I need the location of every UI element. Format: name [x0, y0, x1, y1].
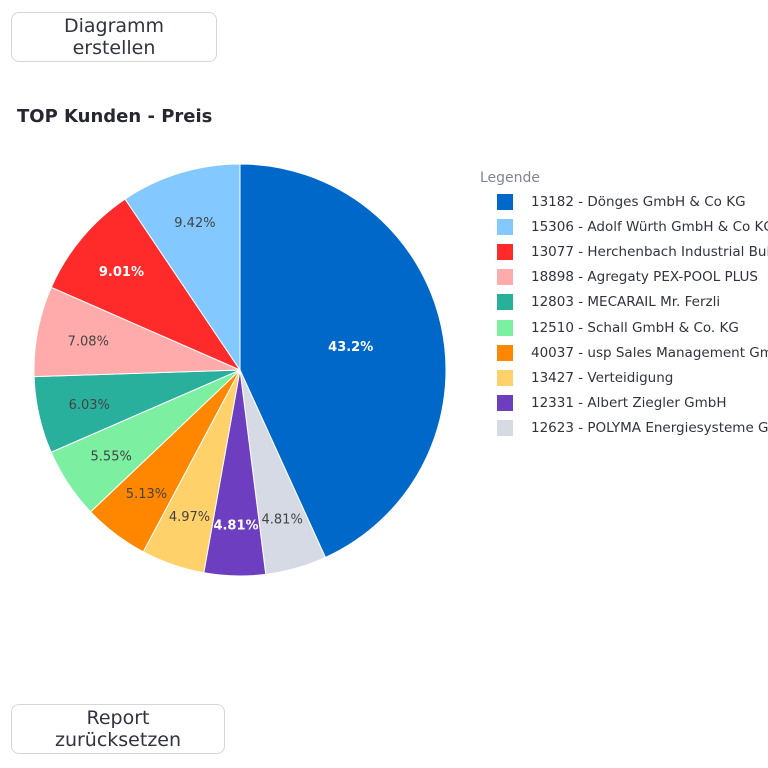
- legend-item[interactable]: 12803 - MECARAIL Mr. Ferzli: [480, 290, 768, 315]
- legend-swatch: [497, 294, 513, 311]
- legend-item[interactable]: 13077 - Herchenbach Industrial Buil: [480, 239, 768, 264]
- slice-label: 9.01%: [99, 265, 144, 280]
- legend-swatch: [497, 193, 513, 210]
- slice-label: 43.2%: [328, 340, 373, 355]
- legend-item[interactable]: 12623 - POLYMA Energiesysteme Gm: [480, 416, 768, 441]
- legend-label: 13182 - Dönges GmbH & Co KG: [531, 193, 746, 210]
- slice-label: 5.13%: [126, 487, 167, 502]
- slice-label: 4.81%: [262, 513, 303, 528]
- legend-item[interactable]: 15306 - Adolf Würth GmbH & Co KG: [480, 214, 768, 239]
- pie-slice[interactable]: [239, 163, 447, 559]
- legend-item[interactable]: 13182 - Dönges GmbH & Co KG: [480, 189, 768, 214]
- slice-label: 7.08%: [68, 335, 109, 350]
- slice-label: 6.03%: [69, 398, 110, 413]
- legend-label: 12510 - Schall GmbH & Co. KG: [531, 319, 739, 336]
- legend-swatch: [497, 395, 513, 412]
- pie-slice[interactable]: [50, 198, 242, 372]
- legend-label: 13077 - Herchenbach Industrial Buil: [531, 243, 768, 260]
- legend-swatch: [497, 269, 513, 286]
- pie-chart: 43.2%4.81%4.81%4.97%5.13%5.55%6.03%7.08%…: [33, 163, 447, 577]
- slice-label: 4.97%: [169, 510, 210, 525]
- legend: Legende 13182 - Dönges GmbH & Co KG 15306…: [480, 170, 768, 441]
- legend-swatch: [497, 369, 513, 386]
- legend-title: Legende: [480, 170, 541, 186]
- legend-item[interactable]: 18898 - Agregaty PEX-POOL PLUS: [480, 265, 768, 290]
- legend-label: 12803 - MECARAIL Mr. Ferzli: [531, 294, 721, 311]
- create-chart-button[interactable]: Diagramm erstellen: [11, 12, 217, 62]
- slice-label: 9.42%: [174, 216, 215, 231]
- legend-label: 40037 - usp Sales Management Gmb: [531, 344, 768, 361]
- legend-label: 15306 - Adolf Würth GmbH & Co KG: [531, 218, 768, 235]
- legend-item[interactable]: 13427 - Verteidigung: [480, 365, 768, 390]
- reset-report-button[interactable]: Report zurücksetzen: [11, 704, 225, 754]
- legend-item[interactable]: 12331 - Albert Ziegler GmbH: [480, 391, 768, 416]
- legend-swatch: [497, 344, 513, 361]
- legend-item[interactable]: 12510 - Schall GmbH & Co. KG: [480, 315, 768, 340]
- legend-swatch: [497, 420, 513, 437]
- legend-swatch: [497, 319, 513, 336]
- legend-label: 12331 - Albert Ziegler GmbH: [531, 395, 727, 412]
- legend-label: 12623 - POLYMA Energiesysteme Gm: [531, 420, 768, 437]
- legend-swatch: [497, 243, 513, 260]
- chart-title: TOP Kunden - Preis: [17, 106, 213, 127]
- legend-swatch: [497, 218, 513, 235]
- slice-label: 4.81%: [213, 518, 258, 533]
- slice-label: 5.55%: [91, 449, 132, 464]
- legend-label: 18898 - Agregaty PEX-POOL PLUS: [531, 269, 758, 286]
- pie-slice[interactable]: [124, 163, 241, 372]
- legend-item[interactable]: 40037 - usp Sales Management Gmb: [480, 340, 768, 365]
- legend-label: 13427 - Verteidigung: [531, 369, 674, 386]
